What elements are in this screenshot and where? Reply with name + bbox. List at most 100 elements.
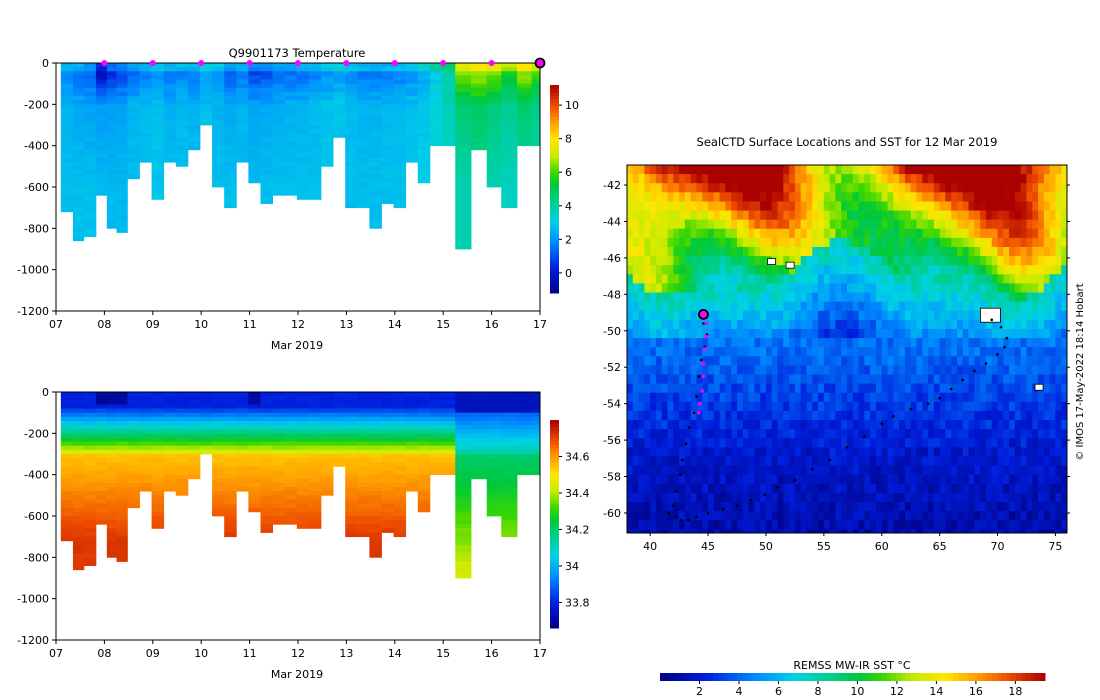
sst-cell: [939, 192, 947, 203]
sst-cell: [667, 338, 674, 348]
sst-cell: [644, 219, 651, 230]
sst-cell: [765, 210, 773, 221]
sst-cell: [650, 392, 657, 403]
heatmap-cell: [501, 491, 518, 496]
heatmap-cell: [127, 108, 140, 113]
sst-cell: [650, 347, 657, 357]
sst-cell: [771, 219, 779, 230]
sst-cell: [864, 447, 871, 458]
sst-cell: [939, 246, 947, 257]
heatmap-cell: [260, 87, 273, 93]
sst-cell: [661, 383, 669, 394]
sst-cell: [760, 438, 767, 448]
sst-cell: [812, 347, 819, 357]
heatmap-cell: [320, 466, 334, 471]
heatmap-cell: [393, 108, 407, 113]
sst-cell: [899, 429, 906, 439]
heatmap-cell: [381, 454, 394, 459]
heatmap-cell: [308, 458, 322, 463]
sst-cell: [696, 292, 703, 303]
heatmap-cell: [405, 433, 419, 438]
heatmap-cell: [127, 116, 140, 122]
sst-cell: [939, 410, 947, 421]
sst-cell: [789, 219, 796, 230]
heatmap-cell: [471, 429, 488, 434]
sst-cell: [725, 365, 732, 376]
heatmap-cell: [308, 524, 322, 529]
sst-cell: [794, 356, 802, 366]
sst-cell: [985, 365, 993, 376]
sst-cell: [945, 165, 952, 175]
heatmap-cell: [60, 412, 74, 418]
sst-cell: [708, 292, 715, 303]
heatmap-cell: [127, 162, 140, 167]
sst-cell: [737, 410, 744, 421]
sst-cell: [679, 447, 686, 458]
sst-cell: [928, 374, 935, 385]
heatmap-cell: [357, 158, 370, 163]
heatmap-cell: [83, 191, 97, 196]
sst-cell: [673, 174, 680, 184]
sst-cell: [875, 256, 883, 266]
sst-cell: [713, 237, 721, 248]
sst-cell: [655, 328, 663, 339]
sst-cell: [870, 347, 877, 357]
sst-cell: [748, 319, 755, 330]
sst-cell: [985, 237, 993, 248]
sst-cell: [1055, 383, 1062, 394]
sst-cell: [957, 246, 964, 257]
heatmap-cell: [212, 478, 225, 484]
heatmap-cell: [72, 507, 85, 513]
sst-cell: [922, 356, 929, 366]
sst-cell: [904, 165, 912, 175]
sst-cell: [783, 319, 790, 330]
sst-cell: [922, 265, 929, 275]
heatmap-cell: [357, 145, 370, 151]
sst-cell: [870, 183, 877, 193]
sst-cell: [632, 256, 640, 266]
sst-cell: [957, 310, 964, 321]
heatmap-cell: [260, 499, 273, 504]
sst-cell: [1061, 174, 1067, 184]
sst-cell: [887, 256, 894, 266]
sst-cell: [1026, 219, 1033, 230]
sst-cell: [800, 328, 808, 339]
sst-cell: [725, 374, 732, 385]
heatmap-cell: [175, 420, 189, 426]
sst-cell: [719, 301, 727, 312]
y-tick-label: -400: [24, 140, 49, 153]
heatmap-cell: [381, 195, 394, 200]
heatmap-cell: [60, 129, 74, 134]
sst-cell: [696, 438, 703, 448]
sst-cell: [933, 410, 941, 421]
colorbar-segment: [550, 199, 559, 204]
heatmap-cell: [248, 149, 261, 155]
sst-cell: [777, 165, 784, 175]
sst-cell: [754, 246, 761, 257]
sst-cell: [673, 246, 680, 257]
colorbar-segment: [550, 241, 559, 245]
sst-cell: [650, 429, 657, 439]
sst-cell: [893, 392, 900, 403]
heatmap-cell: [501, 454, 518, 459]
sst-cell: [962, 183, 970, 193]
heatmap-cell: [83, 511, 97, 517]
sst-cell: [789, 292, 796, 303]
heatmap-cell: [60, 133, 74, 138]
heatmap-cell: [381, 458, 394, 463]
heatmap-cell: [116, 75, 128, 80]
sst-cell: [893, 165, 900, 175]
heatmap-cell: [60, 149, 74, 155]
sst-cell: [713, 365, 721, 376]
sst-cell: [945, 347, 952, 357]
sst-cell: [638, 192, 645, 203]
heatmap-cell: [486, 104, 502, 109]
heatmap-cell: [199, 96, 213, 101]
sst-cell: [737, 246, 744, 257]
sst-cell: [887, 192, 894, 203]
heatmap-cell: [284, 482, 298, 488]
heatmap-cell: [405, 445, 419, 451]
heatmap-cell: [83, 516, 97, 521]
colorbar-segment: [550, 593, 559, 598]
sst-cell: [667, 192, 674, 203]
